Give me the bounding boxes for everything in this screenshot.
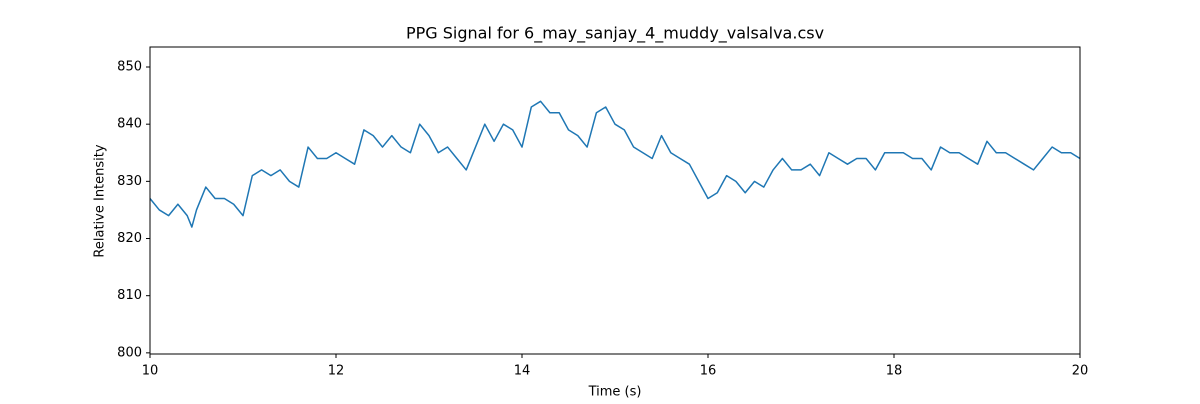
x-tick-label: 18: [886, 364, 903, 379]
chart-title: PPG Signal for 6_may_sanjay_4_muddy_vals…: [406, 24, 824, 44]
y-tick-label: 820: [117, 231, 142, 246]
signal-line: [149, 100, 1081, 228]
y-tick-label: 830: [117, 174, 142, 189]
y-axis-label: Relative Intensity: [93, 144, 108, 257]
x-tick-label: 14: [514, 364, 531, 379]
y-tick-label: 840: [117, 117, 142, 132]
x-tick-label: 12: [328, 364, 345, 379]
x-axis-label: Time (s): [588, 385, 642, 400]
x-tick-label: 16: [700, 364, 717, 379]
x-tick-label: 10: [142, 364, 159, 379]
x-tick-label: 20: [1072, 364, 1089, 379]
y-tick-label: 810: [117, 288, 142, 303]
y-tick-label: 800: [117, 345, 142, 360]
plot-frame: [149, 46, 1081, 355]
y-tick-label: 850: [117, 60, 142, 75]
